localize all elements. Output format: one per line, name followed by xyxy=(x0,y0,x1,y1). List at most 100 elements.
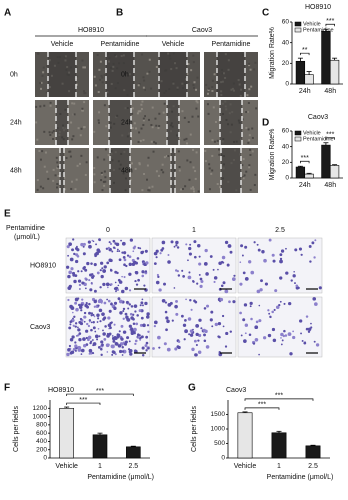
texture xyxy=(250,85,253,88)
cell xyxy=(141,275,144,278)
cell xyxy=(189,243,192,246)
cell xyxy=(71,318,75,322)
cell xyxy=(159,252,162,255)
texture xyxy=(211,139,214,142)
texture xyxy=(180,188,183,191)
cell xyxy=(119,335,122,338)
cell xyxy=(196,282,199,285)
cell xyxy=(128,340,131,343)
cell xyxy=(287,332,292,337)
texture xyxy=(192,187,195,190)
texture xyxy=(43,130,46,133)
cell xyxy=(112,246,116,249)
cell xyxy=(121,275,123,278)
texture xyxy=(77,127,80,130)
cell xyxy=(100,274,104,279)
cell xyxy=(117,297,121,301)
cell xyxy=(123,276,126,279)
texture xyxy=(211,79,214,82)
cell xyxy=(107,316,111,320)
texture xyxy=(204,149,207,152)
cell xyxy=(273,308,276,311)
texture xyxy=(65,157,68,160)
cell xyxy=(126,336,130,340)
cell xyxy=(82,242,86,246)
cell xyxy=(103,301,107,305)
cell xyxy=(260,279,263,283)
cell xyxy=(102,332,106,336)
cell xyxy=(72,347,76,351)
cell xyxy=(278,303,281,307)
texture xyxy=(80,154,83,157)
cell xyxy=(122,310,125,313)
cell xyxy=(71,248,75,252)
cell xyxy=(147,330,150,333)
cell xyxy=(91,339,94,341)
texture xyxy=(56,161,59,164)
texture xyxy=(55,156,58,159)
texture xyxy=(36,138,39,141)
cell xyxy=(134,271,138,274)
cell xyxy=(111,353,114,356)
cell xyxy=(117,284,120,287)
cell xyxy=(72,311,74,314)
cell xyxy=(92,326,96,330)
texture xyxy=(97,91,100,94)
cell xyxy=(285,271,289,275)
cell xyxy=(167,260,171,264)
cell xyxy=(263,336,267,340)
texture xyxy=(158,124,161,127)
cell xyxy=(140,316,144,320)
cell xyxy=(252,342,256,345)
wound-gap xyxy=(60,148,64,193)
cell xyxy=(126,254,130,257)
cell xyxy=(79,317,83,321)
cell xyxy=(158,346,161,349)
bar xyxy=(305,445,321,459)
significance-bracket xyxy=(325,23,335,27)
bar xyxy=(304,74,314,85)
texture xyxy=(248,164,251,167)
texture xyxy=(93,181,96,184)
cell xyxy=(145,335,149,339)
legend-swatch xyxy=(294,136,302,142)
cell xyxy=(85,336,88,340)
column-label: Pentamidine xyxy=(212,41,251,48)
texture xyxy=(71,138,74,141)
cell xyxy=(244,323,249,327)
texture xyxy=(245,111,248,114)
x-tick-label: Vehicle xyxy=(234,463,257,470)
texture xyxy=(52,130,55,133)
y-tick-label: 600 xyxy=(36,430,47,437)
cell xyxy=(107,299,111,303)
texture xyxy=(241,164,244,167)
cell xyxy=(109,242,113,245)
row-label: 0h xyxy=(10,71,18,78)
cell xyxy=(242,318,246,322)
cell xyxy=(189,333,194,337)
cell xyxy=(82,252,86,256)
cell xyxy=(106,298,109,301)
texture xyxy=(48,131,51,134)
texture xyxy=(204,160,207,163)
cell xyxy=(281,339,284,342)
texture xyxy=(99,78,102,81)
texture xyxy=(93,130,96,133)
cell xyxy=(248,333,252,337)
cell xyxy=(134,310,137,313)
cell xyxy=(187,275,192,280)
texture xyxy=(177,150,180,153)
cell xyxy=(185,243,188,246)
cell xyxy=(198,318,202,322)
cell xyxy=(108,332,112,336)
cell xyxy=(115,242,120,247)
cell xyxy=(184,329,188,334)
cell xyxy=(111,250,114,253)
texture xyxy=(133,122,136,125)
texture xyxy=(207,87,210,90)
cell xyxy=(203,333,206,337)
transwell-title: (μmol/L) xyxy=(14,234,40,241)
texture xyxy=(57,174,60,177)
texture xyxy=(101,173,104,176)
cell xyxy=(88,311,92,315)
